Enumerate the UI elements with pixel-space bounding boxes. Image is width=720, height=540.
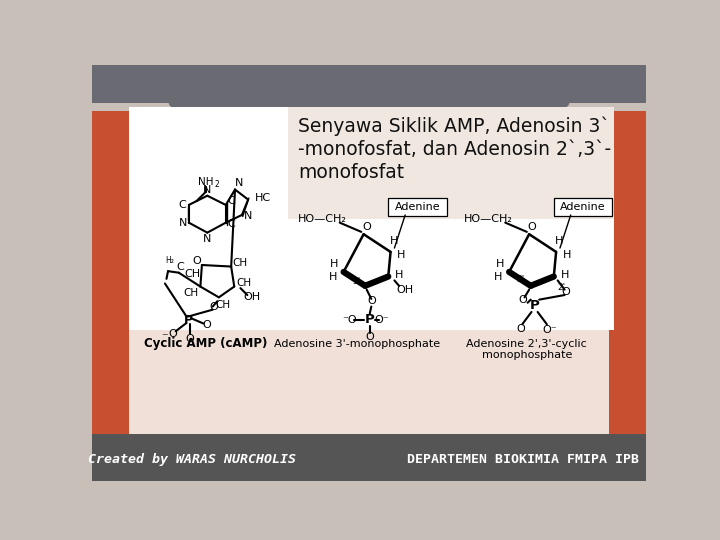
Text: 2': 2' — [557, 283, 566, 292]
Text: HO—CH₂: HO—CH₂ — [464, 214, 513, 224]
Text: Adenine: Adenine — [560, 202, 606, 212]
Text: H: H — [397, 250, 405, 260]
Ellipse shape — [168, 80, 570, 126]
Text: N: N — [179, 218, 187, 228]
Text: 3': 3' — [516, 275, 524, 284]
Text: C: C — [176, 261, 184, 272]
Text: CH: CH — [236, 278, 251, 288]
Text: H: H — [330, 259, 338, 269]
Text: O: O — [365, 333, 374, 342]
Text: N: N — [203, 185, 212, 194]
FancyBboxPatch shape — [609, 111, 647, 434]
Text: O⁻: O⁻ — [375, 315, 390, 325]
Text: N: N — [203, 234, 212, 244]
Text: O: O — [185, 334, 194, 344]
Text: CH: CH — [184, 269, 201, 279]
Text: O⁻: O⁻ — [543, 326, 557, 335]
Text: C: C — [228, 219, 235, 229]
FancyBboxPatch shape — [92, 434, 647, 481]
Text: DEPARTEMEN BIOKIMIA FMIPA IPB: DEPARTEMEN BIOKIMIA FMIPA IPB — [407, 453, 639, 465]
Text: O: O — [367, 296, 376, 306]
Text: H: H — [555, 236, 563, 246]
FancyBboxPatch shape — [554, 198, 612, 217]
Text: H: H — [560, 270, 569, 280]
Text: H: H — [495, 259, 504, 269]
FancyBboxPatch shape — [388, 198, 447, 217]
Text: O: O — [192, 256, 201, 266]
Text: 3': 3' — [352, 278, 360, 286]
Text: Adenosine 2',3'-cyclic: Adenosine 2',3'-cyclic — [467, 339, 588, 349]
Text: H: H — [494, 272, 503, 281]
Text: C: C — [228, 196, 235, 206]
Text: ⁻: ⁻ — [161, 331, 168, 344]
Text: P: P — [184, 314, 193, 327]
Text: Senyawa Siklik AMP, Adenosin 3`: Senyawa Siklik AMP, Adenosin 3` — [298, 117, 610, 136]
Text: P: P — [530, 299, 539, 312]
Text: HC: HC — [255, 193, 271, 203]
Text: N: N — [235, 178, 243, 188]
FancyBboxPatch shape — [129, 107, 614, 330]
Text: O: O — [202, 320, 211, 330]
Text: O: O — [210, 301, 219, 312]
Text: O: O — [528, 222, 536, 232]
Text: Adenosine 3'-monophosphate: Adenosine 3'-monophosphate — [274, 339, 441, 349]
Text: 2: 2 — [215, 180, 220, 188]
Text: monophosphate: monophosphate — [482, 350, 572, 360]
Text: O: O — [518, 295, 527, 305]
Text: Adenine: Adenine — [395, 202, 441, 212]
FancyBboxPatch shape — [288, 107, 614, 219]
Text: O: O — [168, 329, 177, 339]
Text: CH: CH — [215, 300, 230, 310]
Text: OH: OH — [243, 292, 261, 302]
Text: H: H — [395, 270, 403, 280]
Text: H₂: H₂ — [165, 256, 174, 265]
Text: N: N — [244, 212, 252, 221]
Text: Cyclic AMP (cAMP): Cyclic AMP (cAMP) — [144, 337, 267, 350]
FancyBboxPatch shape — [129, 330, 609, 434]
Text: H: H — [390, 236, 398, 246]
Text: monofosfat: monofosfat — [298, 163, 405, 182]
Text: OH: OH — [397, 286, 414, 295]
Text: H: H — [328, 272, 337, 281]
Text: O: O — [562, 287, 570, 297]
Text: O: O — [362, 222, 371, 232]
Text: HO—CH₂: HO—CH₂ — [298, 214, 347, 224]
Text: -monofosfat, dan Adenosin 2`,3`-: -monofosfat, dan Adenosin 2`,3`- — [298, 140, 611, 159]
FancyBboxPatch shape — [92, 111, 129, 434]
Text: P: P — [365, 313, 374, 326]
Text: O: O — [516, 324, 525, 334]
FancyBboxPatch shape — [92, 65, 647, 103]
Text: CH: CH — [184, 288, 199, 298]
Text: C: C — [179, 200, 186, 210]
Text: CH: CH — [233, 258, 248, 268]
Text: H: H — [563, 250, 571, 260]
Text: ⁻O: ⁻O — [343, 315, 357, 325]
Text: Created by WARAS NURCHOLIS: Created by WARAS NURCHOLIS — [88, 453, 296, 465]
Text: NH: NH — [198, 177, 214, 187]
